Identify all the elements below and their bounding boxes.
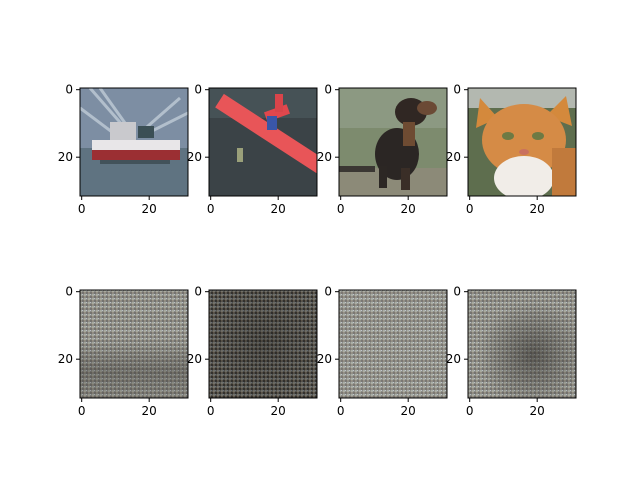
x-tick-label: 0 [337,404,345,418]
x-tick-label: 0 [337,202,345,216]
dog-image [339,88,447,196]
axes-frame [338,289,448,399]
y-tick-label: 0 [453,285,461,299]
axes-frame [467,289,577,399]
x-tick-label: 0 [78,404,86,418]
x-tick-label: 20 [401,202,416,216]
subplot-r1-c3: 0 20 0 20 [446,285,577,418]
y-tick-label: 0 [324,285,332,299]
y-tick-label: 20 [58,150,73,164]
airplane-image [209,88,317,196]
x-tick-label: 20 [271,202,286,216]
axes-frame [338,87,448,197]
subplot-r0-c3: 0 20 0 20 [446,83,577,216]
subplot-r0-c2: 0 20 0 20 [317,83,448,216]
x-tick-label: 20 [530,202,545,216]
y-tick-label: 0 [65,83,73,97]
x-tick-label: 20 [401,404,416,418]
reconstruction-image [209,290,317,398]
axes-frame [79,87,189,197]
x-tick-label: 0 [207,404,215,418]
y-tick-label: 0 [194,285,202,299]
y-tick-label: 0 [65,285,73,299]
reconstruction-image [339,290,447,398]
x-tick-label: 20 [142,404,157,418]
y-tick-label: 20 [187,352,202,366]
y-tick-label: 20 [187,150,202,164]
reconstruction-image [80,290,188,398]
axes-frame [79,289,189,399]
axes-frame [208,87,318,197]
y-tick-label: 20 [317,352,332,366]
x-tick-label: 0 [466,202,474,216]
x-tick-label: 20 [142,202,157,216]
x-tick-label: 20 [271,404,286,418]
y-tick-label: 20 [58,352,73,366]
subplot-r1-c1: 0 20 0 20 [187,285,318,418]
ship-image [80,88,188,196]
y-tick-label: 0 [194,83,202,97]
cat-image [468,88,576,196]
reconstruction-image [468,290,576,398]
x-tick-label: 0 [466,404,474,418]
x-tick-label: 0 [78,202,86,216]
axes-frame [467,87,577,197]
subplot-r0-c0: 0 20 0 20 [58,83,189,216]
subplot-r0-c1: 0 20 0 20 [187,83,318,216]
y-tick-label: 20 [446,150,461,164]
x-tick-label: 20 [530,404,545,418]
y-tick-label: 20 [317,150,332,164]
axes-frame [208,289,318,399]
y-tick-label: 0 [324,83,332,97]
subplot-r1-c0: 0 20 0 20 [58,285,189,418]
y-tick-label: 20 [446,352,461,366]
x-tick-label: 0 [207,202,215,216]
y-tick-label: 0 [453,83,461,97]
subplot-r1-c2: 0 20 0 20 [317,285,448,418]
